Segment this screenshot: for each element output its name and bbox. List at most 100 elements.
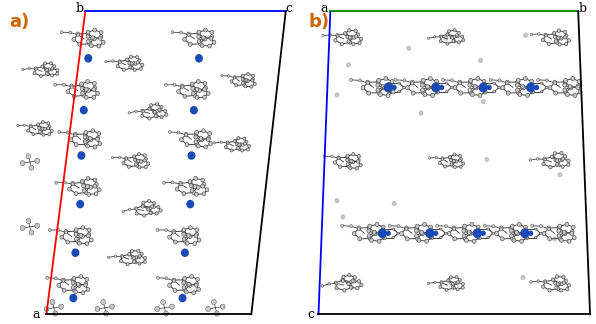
Circle shape (246, 79, 249, 82)
Circle shape (137, 159, 140, 163)
Circle shape (347, 282, 350, 286)
Circle shape (181, 85, 184, 88)
Circle shape (414, 229, 418, 233)
Circle shape (93, 145, 97, 149)
Circle shape (342, 275, 345, 279)
Circle shape (17, 124, 19, 127)
Circle shape (560, 158, 564, 162)
Circle shape (510, 224, 514, 228)
Circle shape (191, 87, 194, 91)
Circle shape (336, 34, 339, 37)
Circle shape (439, 35, 442, 38)
Circle shape (569, 85, 573, 89)
Circle shape (543, 157, 546, 161)
Circle shape (562, 275, 565, 279)
Circle shape (375, 222, 379, 226)
Circle shape (245, 78, 248, 82)
Circle shape (141, 63, 144, 67)
Circle shape (182, 249, 188, 256)
Circle shape (191, 91, 195, 95)
Circle shape (535, 86, 539, 89)
Circle shape (530, 33, 533, 36)
Ellipse shape (539, 232, 542, 234)
Circle shape (197, 238, 201, 242)
Ellipse shape (493, 82, 496, 84)
Circle shape (197, 287, 200, 291)
Circle shape (230, 80, 233, 83)
Circle shape (383, 236, 386, 240)
Circle shape (188, 234, 191, 238)
Circle shape (48, 125, 51, 128)
Circle shape (520, 239, 523, 243)
Circle shape (86, 234, 90, 238)
Circle shape (516, 231, 519, 235)
Circle shape (455, 275, 458, 279)
Circle shape (80, 107, 87, 114)
Circle shape (485, 157, 489, 161)
Circle shape (201, 129, 206, 133)
Circle shape (42, 133, 45, 136)
Circle shape (482, 231, 485, 235)
Circle shape (570, 230, 574, 234)
Circle shape (500, 227, 503, 230)
Circle shape (83, 135, 87, 139)
Circle shape (203, 95, 206, 99)
Circle shape (51, 67, 54, 70)
Circle shape (183, 276, 187, 280)
Circle shape (564, 30, 567, 34)
Circle shape (450, 36, 453, 39)
Circle shape (81, 291, 85, 295)
Circle shape (377, 78, 381, 83)
Circle shape (523, 76, 527, 81)
Circle shape (356, 160, 359, 163)
Ellipse shape (540, 91, 543, 93)
Circle shape (434, 79, 439, 84)
Circle shape (230, 149, 233, 152)
Circle shape (192, 291, 195, 295)
Circle shape (463, 237, 467, 241)
Circle shape (77, 42, 82, 46)
Circle shape (197, 30, 201, 34)
Circle shape (359, 163, 362, 167)
Circle shape (458, 41, 460, 44)
Circle shape (80, 180, 85, 184)
Circle shape (89, 238, 93, 242)
Circle shape (564, 78, 567, 83)
Circle shape (241, 78, 244, 81)
Circle shape (20, 161, 25, 166)
Circle shape (449, 159, 452, 162)
Circle shape (185, 143, 189, 147)
Ellipse shape (483, 91, 486, 93)
Circle shape (77, 33, 79, 36)
Circle shape (483, 224, 486, 227)
Circle shape (86, 88, 89, 92)
Circle shape (238, 143, 241, 146)
Circle shape (341, 224, 344, 227)
Circle shape (442, 158, 444, 160)
Circle shape (48, 228, 51, 231)
Circle shape (76, 239, 79, 243)
Circle shape (233, 75, 236, 79)
Circle shape (203, 81, 207, 86)
Ellipse shape (429, 237, 432, 238)
Circle shape (57, 284, 61, 287)
Circle shape (452, 286, 455, 290)
Circle shape (323, 155, 326, 157)
Circle shape (64, 231, 67, 234)
Circle shape (59, 304, 64, 309)
Circle shape (563, 281, 566, 284)
Circle shape (529, 84, 533, 88)
Circle shape (134, 163, 137, 166)
Circle shape (352, 42, 355, 46)
Circle shape (184, 239, 187, 243)
Circle shape (182, 229, 185, 233)
Circle shape (147, 162, 150, 165)
Circle shape (547, 226, 551, 230)
Circle shape (335, 199, 339, 202)
Circle shape (161, 299, 166, 305)
Circle shape (349, 36, 352, 39)
Circle shape (563, 88, 567, 92)
Circle shape (439, 285, 442, 289)
Ellipse shape (392, 228, 395, 230)
Circle shape (522, 231, 526, 236)
